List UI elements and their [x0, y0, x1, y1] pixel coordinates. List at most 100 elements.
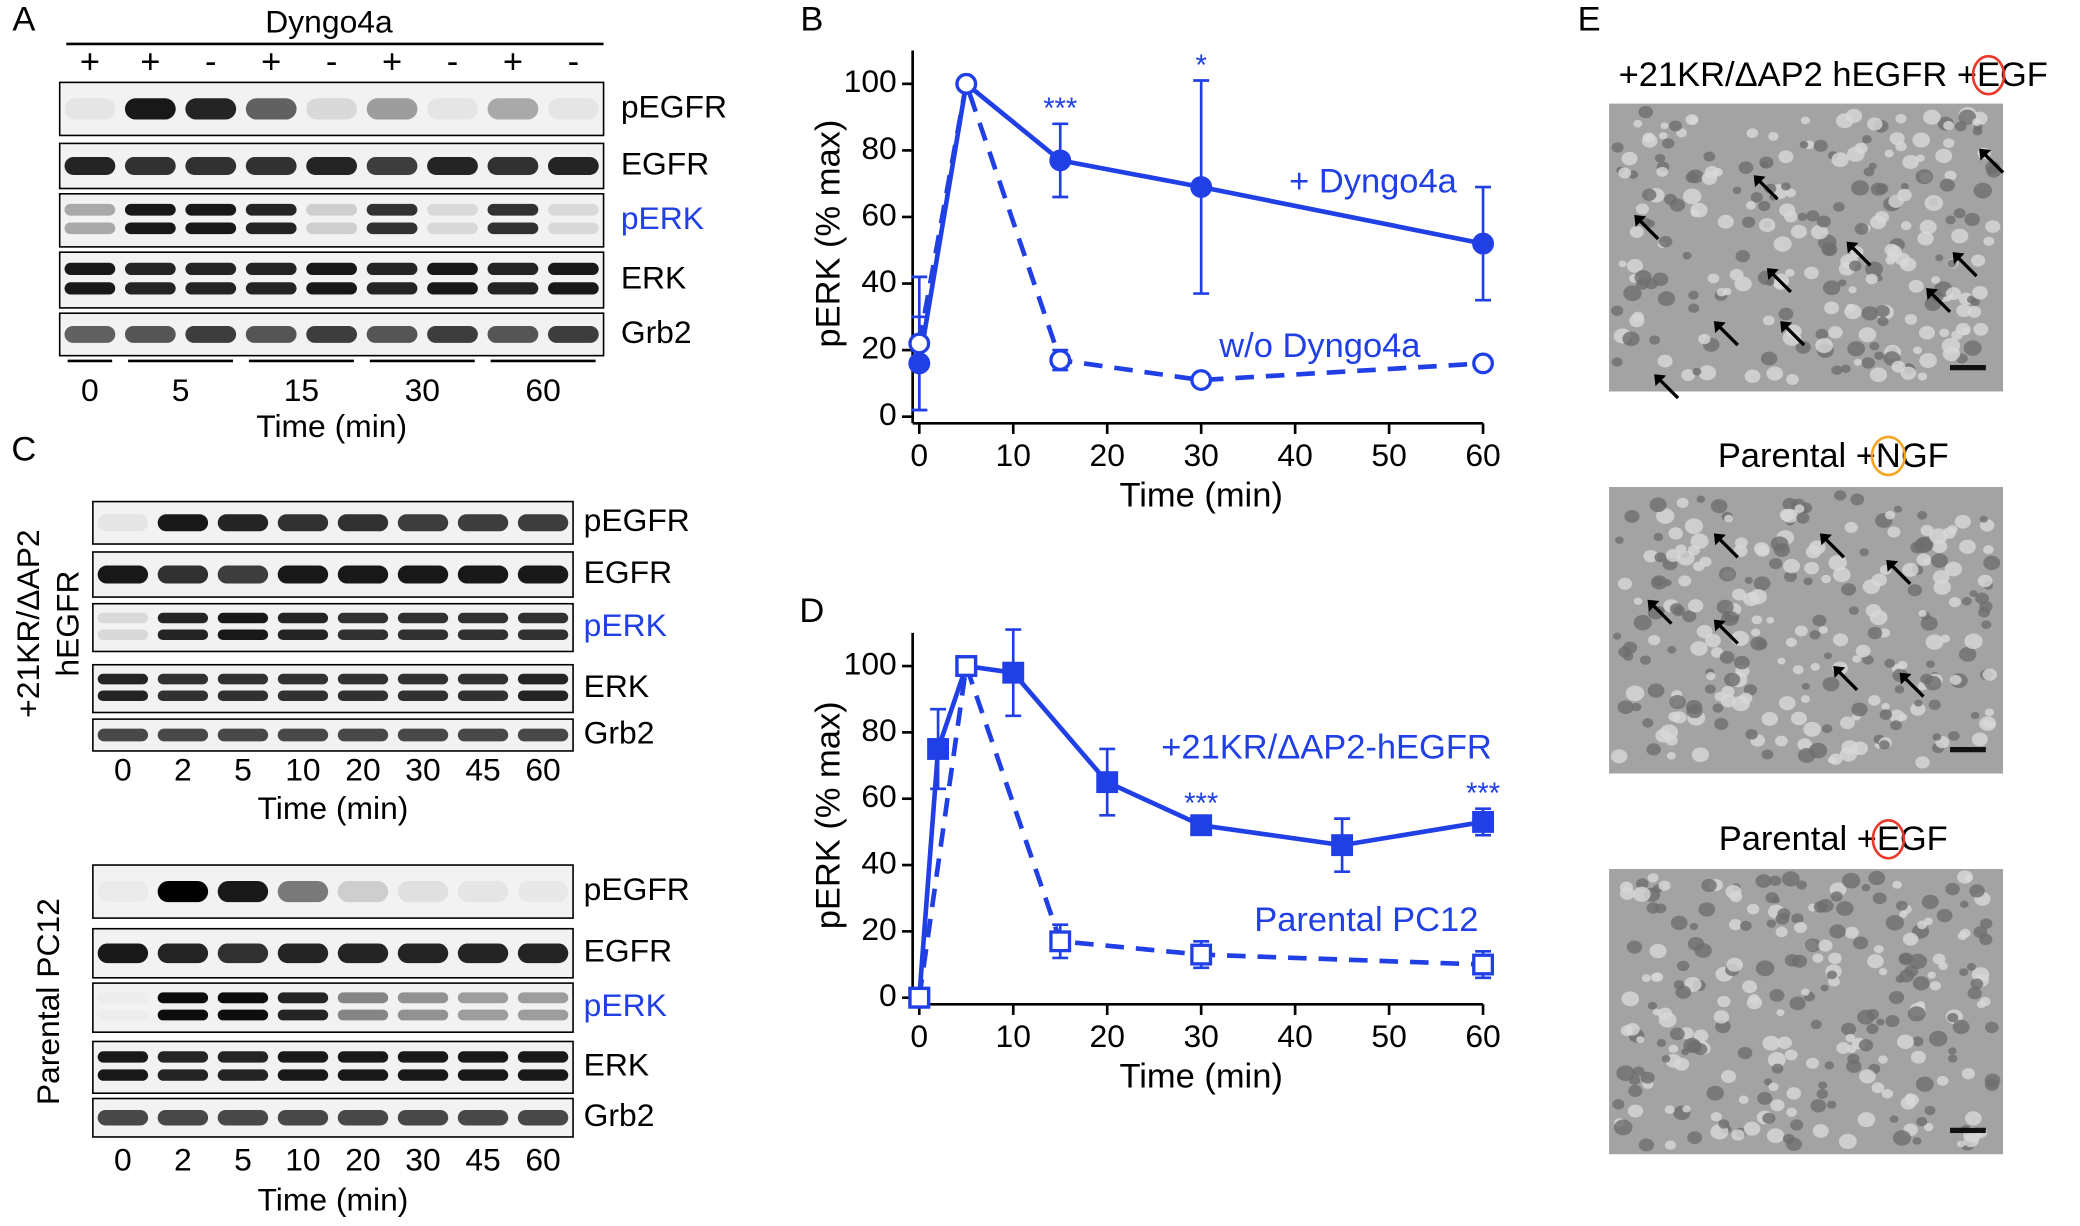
cell — [1750, 192, 1763, 203]
band — [487, 222, 539, 235]
cell — [1898, 952, 1914, 966]
cell — [1791, 913, 1804, 924]
band — [185, 282, 237, 295]
cell — [1892, 1130, 1912, 1146]
cell — [1861, 357, 1875, 369]
cell — [1928, 699, 1941, 710]
cell — [1900, 183, 1909, 190]
cell — [1753, 542, 1770, 556]
band — [157, 1051, 209, 1063]
time-label: 60 — [525, 1142, 560, 1178]
cell — [1662, 138, 1675, 149]
cell — [1842, 872, 1861, 889]
panel-letter: E — [1578, 0, 1601, 38]
cell — [1915, 169, 1934, 185]
cell — [1753, 576, 1771, 591]
band — [457, 629, 509, 641]
band — [487, 98, 539, 120]
cell — [1806, 1057, 1820, 1069]
band — [185, 262, 237, 276]
cell — [1782, 1133, 1795, 1144]
cell — [1945, 215, 1956, 225]
time-label: 0 — [114, 1142, 132, 1178]
cell — [1957, 870, 1973, 884]
cell — [1762, 1112, 1776, 1124]
cell — [1733, 655, 1750, 670]
cell — [1828, 554, 1847, 571]
cell — [1818, 939, 1833, 952]
cell — [1799, 141, 1809, 149]
cell — [1915, 756, 1930, 769]
x-tick-label: 40 — [1277, 437, 1312, 473]
cell — [1704, 684, 1716, 694]
cell — [1844, 926, 1859, 939]
cell — [1868, 870, 1886, 886]
cell — [1624, 509, 1640, 523]
arrow-head — [1647, 599, 1660, 612]
band — [366, 98, 418, 120]
band — [457, 943, 509, 964]
cell — [1758, 200, 1771, 212]
cell — [1890, 720, 1902, 731]
cell — [1673, 1057, 1690, 1071]
band — [64, 325, 116, 343]
row-label: Grb2 — [621, 314, 692, 350]
cell — [1669, 198, 1686, 212]
title-part: GF — [1900, 820, 1948, 858]
band — [157, 728, 209, 742]
cell — [1724, 514, 1733, 523]
cell — [1876, 1018, 1885, 1026]
band — [487, 203, 539, 216]
cell — [1784, 1049, 1798, 1061]
data-point — [1472, 352, 1495, 375]
cell — [1649, 497, 1667, 513]
cell — [1626, 259, 1644, 273]
band — [217, 1051, 269, 1063]
sign: - — [326, 43, 337, 81]
cell — [1986, 721, 1995, 729]
cell — [1687, 599, 1704, 613]
cell — [1859, 548, 1869, 557]
cell — [1914, 699, 1923, 707]
title-part: N — [1876, 437, 1901, 475]
cell — [1944, 170, 1957, 181]
cell — [1654, 552, 1667, 563]
cell — [1885, 1015, 1900, 1028]
cell — [1970, 711, 1980, 720]
cell — [1923, 917, 1933, 926]
cell — [1619, 887, 1635, 900]
arrow-head — [1713, 619, 1726, 632]
cell — [1801, 988, 1810, 996]
cell — [1959, 647, 1977, 662]
band — [306, 282, 358, 295]
cell — [1781, 871, 1800, 887]
cell — [1657, 291, 1676, 307]
band — [277, 880, 329, 903]
title-part: Parental + — [1719, 820, 1877, 858]
band — [97, 673, 149, 685]
cell — [1939, 328, 1950, 338]
cell — [1872, 892, 1887, 905]
treatment-label: Dyngo4a — [265, 3, 393, 39]
cell — [1767, 1052, 1786, 1068]
cell — [1918, 609, 1927, 617]
data-point — [1190, 943, 1213, 966]
band — [217, 612, 269, 624]
cell — [1945, 287, 1962, 301]
cell — [1813, 901, 1828, 913]
data-point — [927, 738, 950, 760]
x-tick-label: 10 — [996, 1018, 1031, 1054]
cell — [1850, 180, 1869, 196]
cell — [1783, 558, 1800, 574]
cell — [1615, 536, 1624, 544]
significance: *** — [1184, 788, 1218, 820]
cell — [1806, 210, 1820, 222]
band — [217, 992, 269, 1004]
cell — [1854, 222, 1869, 235]
cell — [1972, 286, 1988, 300]
cell — [1932, 733, 1942, 741]
x-tick-label: 10 — [996, 437, 1031, 473]
cell — [1812, 614, 1827, 627]
cell — [1884, 243, 1900, 257]
cell — [1629, 226, 1644, 238]
